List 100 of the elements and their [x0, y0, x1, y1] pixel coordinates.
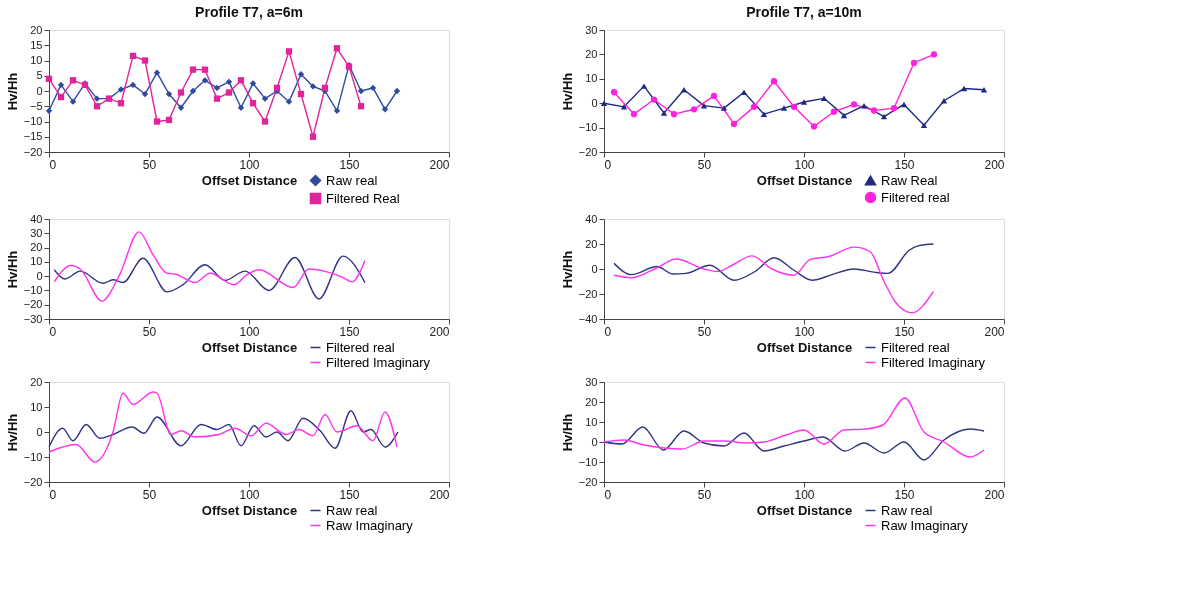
- y-tick-label: 0: [591, 435, 598, 448]
- point: [810, 123, 818, 130]
- point: [57, 93, 65, 101]
- x-axis-title: Offset Distance: [201, 339, 298, 355]
- y-tick-label: −10: [578, 121, 598, 134]
- x-tick-label: 50: [142, 324, 157, 339]
- x-tick-label: 50: [142, 157, 157, 172]
- point: [117, 86, 125, 93]
- x-tick-label: 200: [984, 324, 1005, 339]
- point: [333, 107, 341, 114]
- x-tick-label: 50: [142, 487, 157, 502]
- x-axis-title: Offset Distance: [201, 502, 298, 518]
- x-tick-label: 50: [697, 157, 712, 172]
- legend-label: Filtered Imaginary: [881, 354, 986, 370]
- point: [381, 106, 389, 113]
- y-tick-label: −20: [23, 475, 43, 488]
- point: [141, 90, 149, 98]
- x-axis-title: Offset Distance: [756, 172, 853, 188]
- y-axis-title: Hv/Hh: [4, 250, 20, 289]
- y-tick-label: 10: [30, 400, 43, 413]
- y-tick-label: 40: [30, 212, 43, 225]
- y-tick-label: 30: [30, 226, 43, 239]
- line-series: [613, 246, 935, 314]
- point: [177, 104, 185, 111]
- legend-label: Filtered Real: [326, 190, 400, 206]
- point: [730, 120, 738, 128]
- point: [45, 75, 53, 82]
- point: [369, 84, 377, 92]
- y-tick-label: −5: [29, 99, 43, 112]
- y-tick-label: 0: [36, 269, 43, 282]
- y-axis-title: Hv/Hh: [559, 72, 575, 111]
- point: [620, 104, 628, 110]
- point: [660, 110, 668, 116]
- x-axis-title: Offset Distance: [201, 172, 298, 188]
- point: [890, 104, 898, 112]
- point: [980, 87, 988, 93]
- line-series: [53, 255, 366, 300]
- point: [285, 48, 293, 55]
- legend-label: Raw Imaginary: [881, 517, 969, 533]
- point: [870, 107, 878, 114]
- point: [165, 116, 173, 124]
- line-series: [603, 426, 985, 461]
- point: [309, 133, 317, 140]
- y-tick-label: 20: [585, 395, 598, 408]
- point: [750, 103, 758, 111]
- x-tick-label: 0: [49, 324, 57, 339]
- line-series: [53, 231, 366, 302]
- point: [850, 101, 858, 108]
- point: [189, 87, 197, 95]
- point: [830, 108, 838, 115]
- y-tick-label: 10: [30, 255, 43, 268]
- y-tick-label: 20: [585, 47, 598, 60]
- legend-label: Raw real: [326, 502, 378, 518]
- point: [640, 83, 648, 89]
- y-tick-label: 20: [585, 237, 598, 250]
- y-tick-label: 0: [36, 84, 43, 97]
- legend-label: Filtered real: [326, 339, 395, 355]
- point: [297, 71, 305, 78]
- x-tick-label: 0: [604, 487, 612, 502]
- x-tick-label: 100: [794, 487, 815, 502]
- point: [189, 66, 197, 73]
- point: [69, 98, 77, 105]
- y-tick-label: −10: [23, 450, 43, 463]
- y-tick-label: −20: [23, 298, 43, 311]
- point: [93, 103, 101, 110]
- point: [249, 100, 257, 107]
- y-tick-label: 15: [30, 38, 43, 51]
- point: [630, 111, 638, 118]
- y-tick-label: −10: [23, 115, 43, 127]
- point: [153, 118, 161, 125]
- point: [710, 92, 718, 100]
- point: [960, 85, 968, 92]
- point: [261, 95, 269, 102]
- x-axis-title: Offset Distance: [756, 339, 853, 355]
- line-series: [48, 391, 398, 463]
- y-tick-label: −20: [578, 287, 598, 300]
- y-axis-title: Hv/Hh: [4, 72, 20, 111]
- point: [740, 89, 748, 95]
- point: [201, 66, 209, 73]
- x-tick-label: 0: [604, 157, 612, 172]
- y-tick-label: 30: [585, 23, 598, 36]
- x-tick-label: 200: [429, 157, 450, 172]
- y-tick-label: 20: [30, 375, 43, 388]
- x-tick-label: 150: [894, 157, 915, 172]
- point: [690, 106, 698, 113]
- legend-label: Filtered real: [881, 339, 950, 355]
- point: [910, 59, 918, 67]
- x-tick-label: 100: [794, 324, 815, 339]
- point: [213, 95, 221, 102]
- line-series: [613, 243, 935, 281]
- y-tick-label: 10: [30, 54, 43, 66]
- point: [309, 83, 317, 90]
- point: [177, 89, 185, 96]
- chart-title: Profile T7, a=6m: [195, 4, 303, 20]
- line-series: [48, 410, 399, 449]
- point: [930, 51, 938, 58]
- point: [45, 107, 53, 114]
- point: [285, 98, 293, 105]
- chart-title: Profile T7, a=10m: [746, 4, 862, 20]
- y-tick-label: −10: [578, 455, 598, 468]
